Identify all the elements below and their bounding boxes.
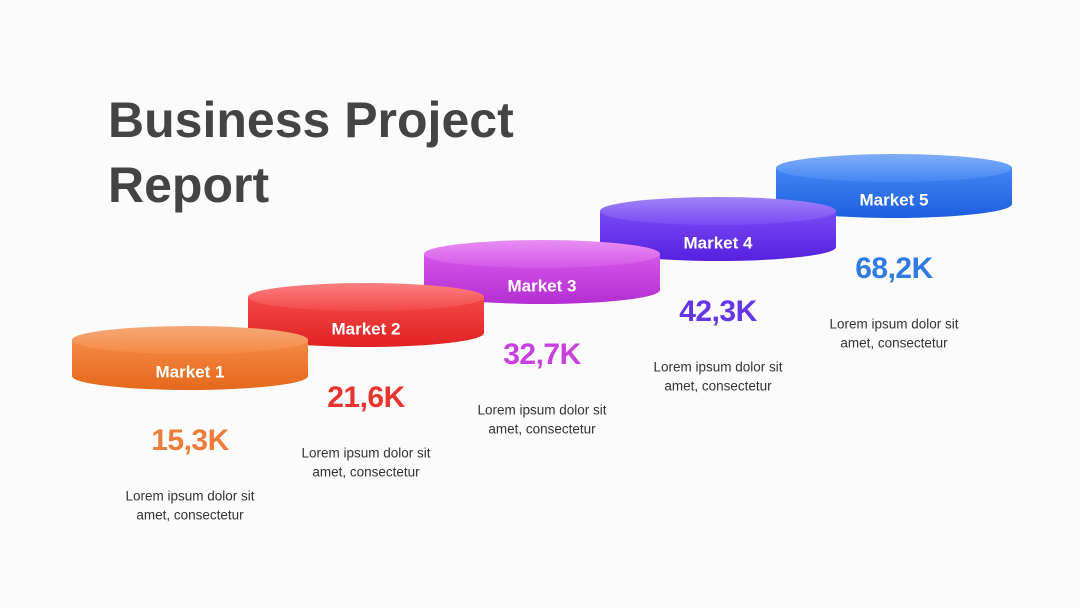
disc-top xyxy=(424,240,660,268)
market-description: Lorem ipsum dolor sit xyxy=(653,360,782,375)
disc-top xyxy=(776,154,1012,182)
market-description: amet, consectetur xyxy=(488,422,596,437)
title-line: Report xyxy=(108,157,269,213)
market-label: Market 4 xyxy=(684,233,754,252)
market-description: amet, consectetur xyxy=(664,379,772,394)
market-label: Market 1 xyxy=(156,362,225,381)
title-line: Business Project xyxy=(108,92,514,148)
market-description: amet, consectetur xyxy=(312,465,420,480)
market-value: 21,6K xyxy=(327,381,405,414)
disc-body xyxy=(72,340,308,390)
market-value: 68,2K xyxy=(855,252,933,285)
disc-body xyxy=(424,254,660,304)
disc-top xyxy=(248,283,484,311)
disc-top xyxy=(600,197,836,225)
market-description: Lorem ipsum dolor sit xyxy=(301,446,430,461)
market-label: Market 2 xyxy=(332,319,401,338)
market-description: Lorem ipsum dolor sit xyxy=(125,489,254,504)
disc-body xyxy=(600,211,836,261)
market-description: Lorem ipsum dolor sit xyxy=(829,317,958,332)
disc-top xyxy=(72,326,308,354)
market-label: Market 3 xyxy=(508,276,577,295)
disc-body xyxy=(776,168,1012,218)
market-value: 42,3K xyxy=(679,295,757,328)
market-value: 32,7K xyxy=(503,338,581,371)
market-value: 15,3K xyxy=(151,424,229,457)
market-description: amet, consectetur xyxy=(136,508,244,523)
disc-body xyxy=(248,297,484,347)
market-description: Lorem ipsum dolor sit xyxy=(477,403,606,418)
market-description: amet, consectetur xyxy=(840,336,948,351)
market-label: Market 5 xyxy=(860,190,929,209)
